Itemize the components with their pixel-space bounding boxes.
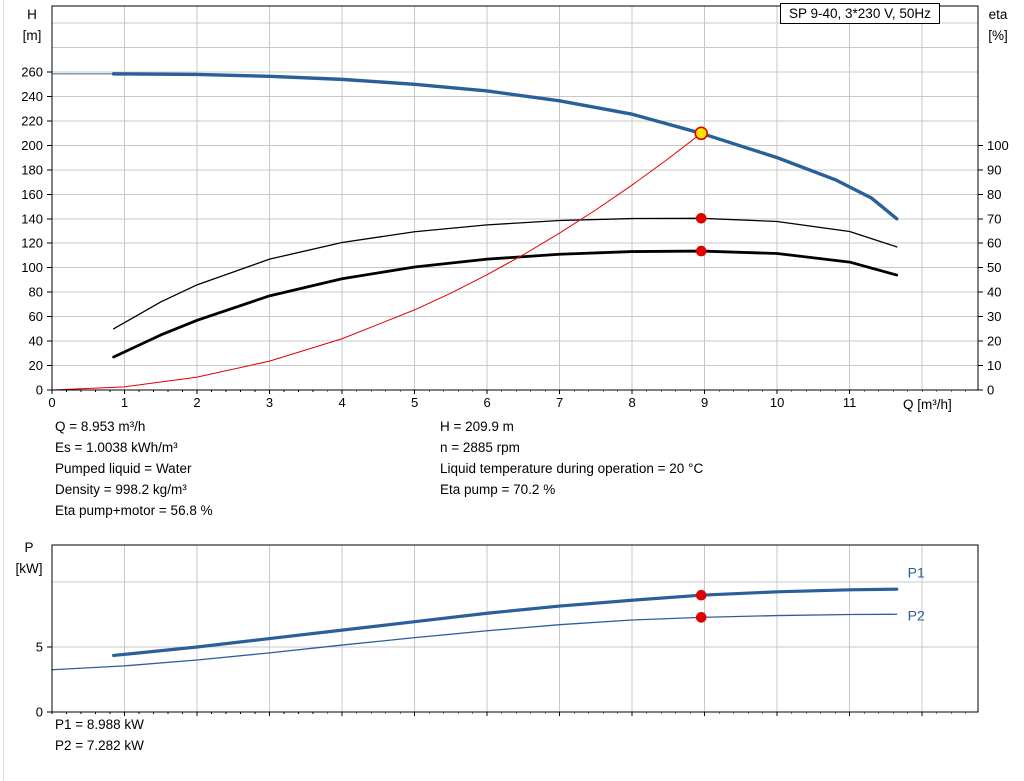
tick-labels: 0 1 2 3 4 5 6 7 8 9 10 1102040608010012014016018020… — [21, 65, 1008, 410]
h-axis-title-unit: [m] — [22, 28, 42, 43]
p-axis-title: P [kW] — [10, 537, 48, 579]
svg-text:50: 50 — [987, 260, 1001, 275]
pump-model-box: SP 9-40, 3*230 V, 50Hz — [780, 3, 940, 24]
eta-axis-title-unit: [%] — [988, 28, 1008, 43]
svg-text:100: 100 — [21, 260, 43, 275]
svg-text:40: 40 — [29, 334, 43, 349]
axis-ticks — [47, 646, 966, 716]
hq-eta-chart[interactable]: 0 1 2 3 4 5 6 7 8 9 10 1102040608010012014016018020… — [0, 0, 1024, 414]
svg-text:100: 100 — [987, 138, 1009, 153]
svg-text:5: 5 — [411, 395, 418, 410]
svg-text:120: 120 — [21, 236, 43, 251]
svg-text:180: 180 — [21, 162, 43, 177]
point-markers — [694, 126, 709, 257]
svg-text:160: 160 — [21, 187, 43, 202]
svg-text:200: 200 — [21, 138, 43, 153]
svg-text:0: 0 — [36, 383, 43, 398]
svg-text:2: 2 — [193, 395, 200, 410]
svg-text:10: 10 — [770, 395, 784, 410]
svg-text:5: 5 — [36, 640, 43, 655]
gridlines — [52, 545, 978, 712]
svg-text:7: 7 — [556, 395, 563, 410]
p1-curve — [112, 587, 899, 658]
h-axis-title: H [m] — [14, 4, 50, 46]
gridlines — [52, 6, 978, 390]
svg-text:260: 260 — [21, 65, 43, 80]
info-density: Density = 998.2 kg/m³ — [55, 482, 187, 497]
operating-point-left-column: Q = 8.953 m³/h Es = 1.0038 kWh/m³ Pumped… — [55, 416, 213, 521]
svg-text:0: 0 — [987, 383, 994, 398]
pump-curve — [111, 72, 899, 221]
svg-text:8: 8 — [628, 395, 635, 410]
eta-pump-point — [695, 213, 707, 224]
svg-text:80: 80 — [29, 285, 43, 300]
panel-edge-line — [3, 0, 4, 781]
info-specific-energy: Es = 1.0038 kWh/m³ — [55, 440, 178, 455]
h-axis-title-symbol: H — [27, 7, 37, 22]
svg-text:30: 30 — [987, 309, 1001, 324]
point-markers — [695, 589, 707, 623]
info-p1: P1 = 8.988 kW — [55, 717, 144, 732]
info-head: H = 209.9 m — [440, 419, 514, 434]
tick-labels: 05 — [36, 640, 43, 720]
svg-text:240: 240 — [21, 89, 43, 104]
duty-point[interactable] — [694, 126, 709, 141]
power-info: P1 = 8.988 kW P2 = 7.282 kW — [55, 714, 144, 756]
q-axis-title: Q [m³/h] — [903, 397, 952, 412]
svg-text:11: 11 — [843, 395, 857, 410]
svg-text:10: 10 — [987, 358, 1001, 373]
svg-text:6: 6 — [483, 395, 490, 410]
svg-text:60: 60 — [29, 309, 43, 324]
info-speed: n = 2885 rpm — [440, 440, 520, 455]
svg-text:70: 70 — [987, 211, 1001, 226]
svg-text:4: 4 — [338, 395, 345, 410]
eta-axis-title: eta [%] — [978, 4, 1018, 46]
svg-text:9: 9 — [701, 395, 708, 410]
p-axis-title-symbol: P — [24, 540, 34, 555]
system-curve — [51, 132, 702, 391]
p-axis-title-unit: [kW] — [15, 561, 43, 576]
svg-text:3: 3 — [266, 395, 273, 410]
plot-frame — [51, 544, 979, 713]
svg-text:220: 220 — [21, 113, 43, 128]
eta-pump-motor-point — [695, 245, 707, 257]
info-p2: P2 = 7.282 kW — [55, 738, 144, 753]
p2-curve — [51, 613, 898, 671]
svg-text:0: 0 — [48, 395, 55, 410]
axis-ticks — [47, 71, 983, 394]
info-eta-pump-motor: Eta pump+motor = 56.8 % — [55, 503, 213, 518]
svg-text:1: 1 — [121, 395, 128, 410]
svg-text:20: 20 — [987, 334, 1001, 349]
p1-point — [695, 589, 707, 601]
p2-point — [695, 612, 707, 623]
svg-text:60: 60 — [987, 236, 1001, 251]
eta-pump-motor-curve — [112, 249, 899, 359]
svg-text:40: 40 — [987, 285, 1001, 300]
svg-text:90: 90 — [987, 162, 1001, 177]
operating-point-right-column: H = 209.9 m n = 2885 rpm Liquid temperat… — [440, 416, 703, 500]
eta-axis-title-symbol: eta — [988, 7, 1008, 22]
svg-text:140: 140 — [21, 211, 43, 226]
plot-frame — [51, 5, 979, 391]
info-eta-pump: Eta pump = 70.2 % — [440, 482, 556, 497]
series-label-p2: P2 — [908, 607, 925, 623]
svg-text:0: 0 — [36, 705, 43, 720]
eta-pump-curve — [112, 217, 898, 330]
curves — [51, 587, 899, 671]
svg-text:20: 20 — [29, 358, 43, 373]
curves — [51, 72, 899, 391]
info-liquid-temperature: Liquid temperature during operation = 20… — [440, 461, 704, 476]
info-pumped-liquid: Pumped liquid = Water — [55, 461, 192, 476]
series-label-p1: P1 — [908, 564, 925, 580]
svg-text:80: 80 — [987, 187, 1001, 202]
info-flow: Q = 8.953 m³/h — [55, 419, 146, 434]
